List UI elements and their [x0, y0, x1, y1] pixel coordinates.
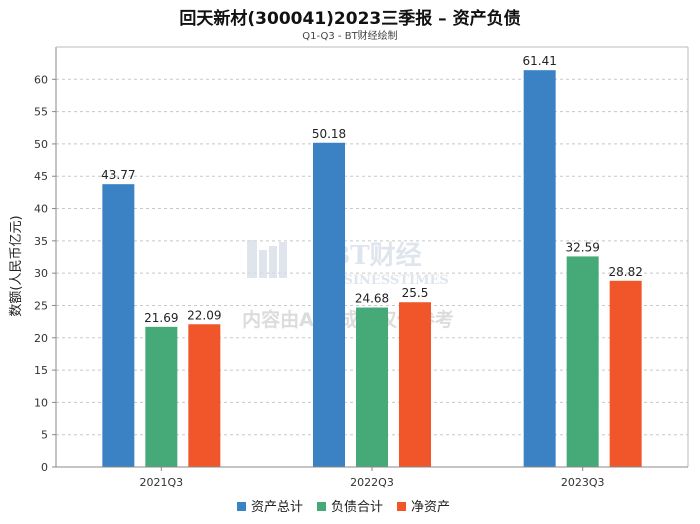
value-labels: 43.77 21.69 22.09 50.18 24.68 25.5 61.41 32.59 2…	[101, 54, 643, 325]
bar-value-label: 22.09	[187, 308, 221, 322]
y-tick-label: 10	[34, 396, 48, 409]
bar	[313, 142, 345, 467]
chart-subtitle: Q1-Q3 - BT财经绘制	[302, 31, 398, 42]
bar	[356, 307, 388, 467]
legend: 资产总计 负债合计 净资产	[237, 500, 450, 515]
y-axis-label: 数额(人民币亿元)	[9, 215, 24, 316]
x-tick-label: 2022Q3	[350, 476, 394, 489]
y-tick-label: 5	[41, 429, 48, 442]
bar-value-label: 21.69	[144, 311, 178, 325]
legend-swatch	[317, 502, 326, 511]
y-tick-label: 45	[34, 170, 48, 183]
bar-value-label: 50.18	[312, 127, 346, 141]
watermark-logo-bar	[247, 240, 257, 278]
bar	[566, 256, 599, 467]
y-tick-label: 0	[41, 461, 48, 474]
bar	[102, 184, 135, 467]
bar-value-label: 25.5	[402, 286, 429, 300]
bar-value-label: 61.41	[522, 54, 556, 68]
watermark-logo-bar	[259, 250, 267, 278]
x-tick-label: 2021Q3	[140, 476, 184, 489]
bar	[188, 324, 221, 467]
y-tick-label: 40	[34, 203, 48, 216]
bar	[523, 70, 556, 467]
legend-label: 负债合计	[331, 500, 383, 515]
bars	[102, 70, 642, 467]
axes	[52, 46, 689, 471]
y-tick-label: 35	[34, 235, 48, 248]
bar-value-label: 43.77	[101, 168, 135, 182]
y-tick-label: 55	[34, 106, 48, 119]
y-tick-labels: 0 5 10 15 20 25 30 35 40 45 50 55 60	[34, 73, 48, 474]
legend-swatch	[237, 502, 246, 511]
bar	[609, 280, 642, 467]
y-tick-label: 20	[34, 332, 48, 345]
bar-value-label: 24.68	[355, 292, 389, 306]
y-tick-label: 50	[34, 138, 48, 151]
x-tick-labels: 2021Q3 2022Q3 2023Q3	[140, 476, 605, 489]
legend-label: 资产总计	[251, 500, 303, 515]
legend-swatch	[397, 502, 406, 511]
watermark-logo-bar	[279, 242, 287, 278]
bar	[399, 302, 431, 467]
watermark-logo-bar	[269, 246, 277, 278]
y-tick-label: 25	[34, 299, 48, 312]
bar	[145, 326, 178, 467]
y-tick-label: 60	[34, 73, 48, 86]
watermark-brand-sub: BUSINESSTIMES	[321, 273, 449, 288]
legend-label: 净资产	[411, 500, 450, 515]
x-tick-label: 2023Q3	[561, 476, 605, 489]
y-tick-label: 30	[34, 267, 48, 280]
chart-title: 回天新材(300041)2023三季报 – 资产负债	[179, 9, 521, 29]
y-tick-label: 15	[34, 364, 48, 377]
bar-value-label: 32.59	[565, 240, 599, 254]
bar-value-label: 28.82	[608, 265, 642, 279]
